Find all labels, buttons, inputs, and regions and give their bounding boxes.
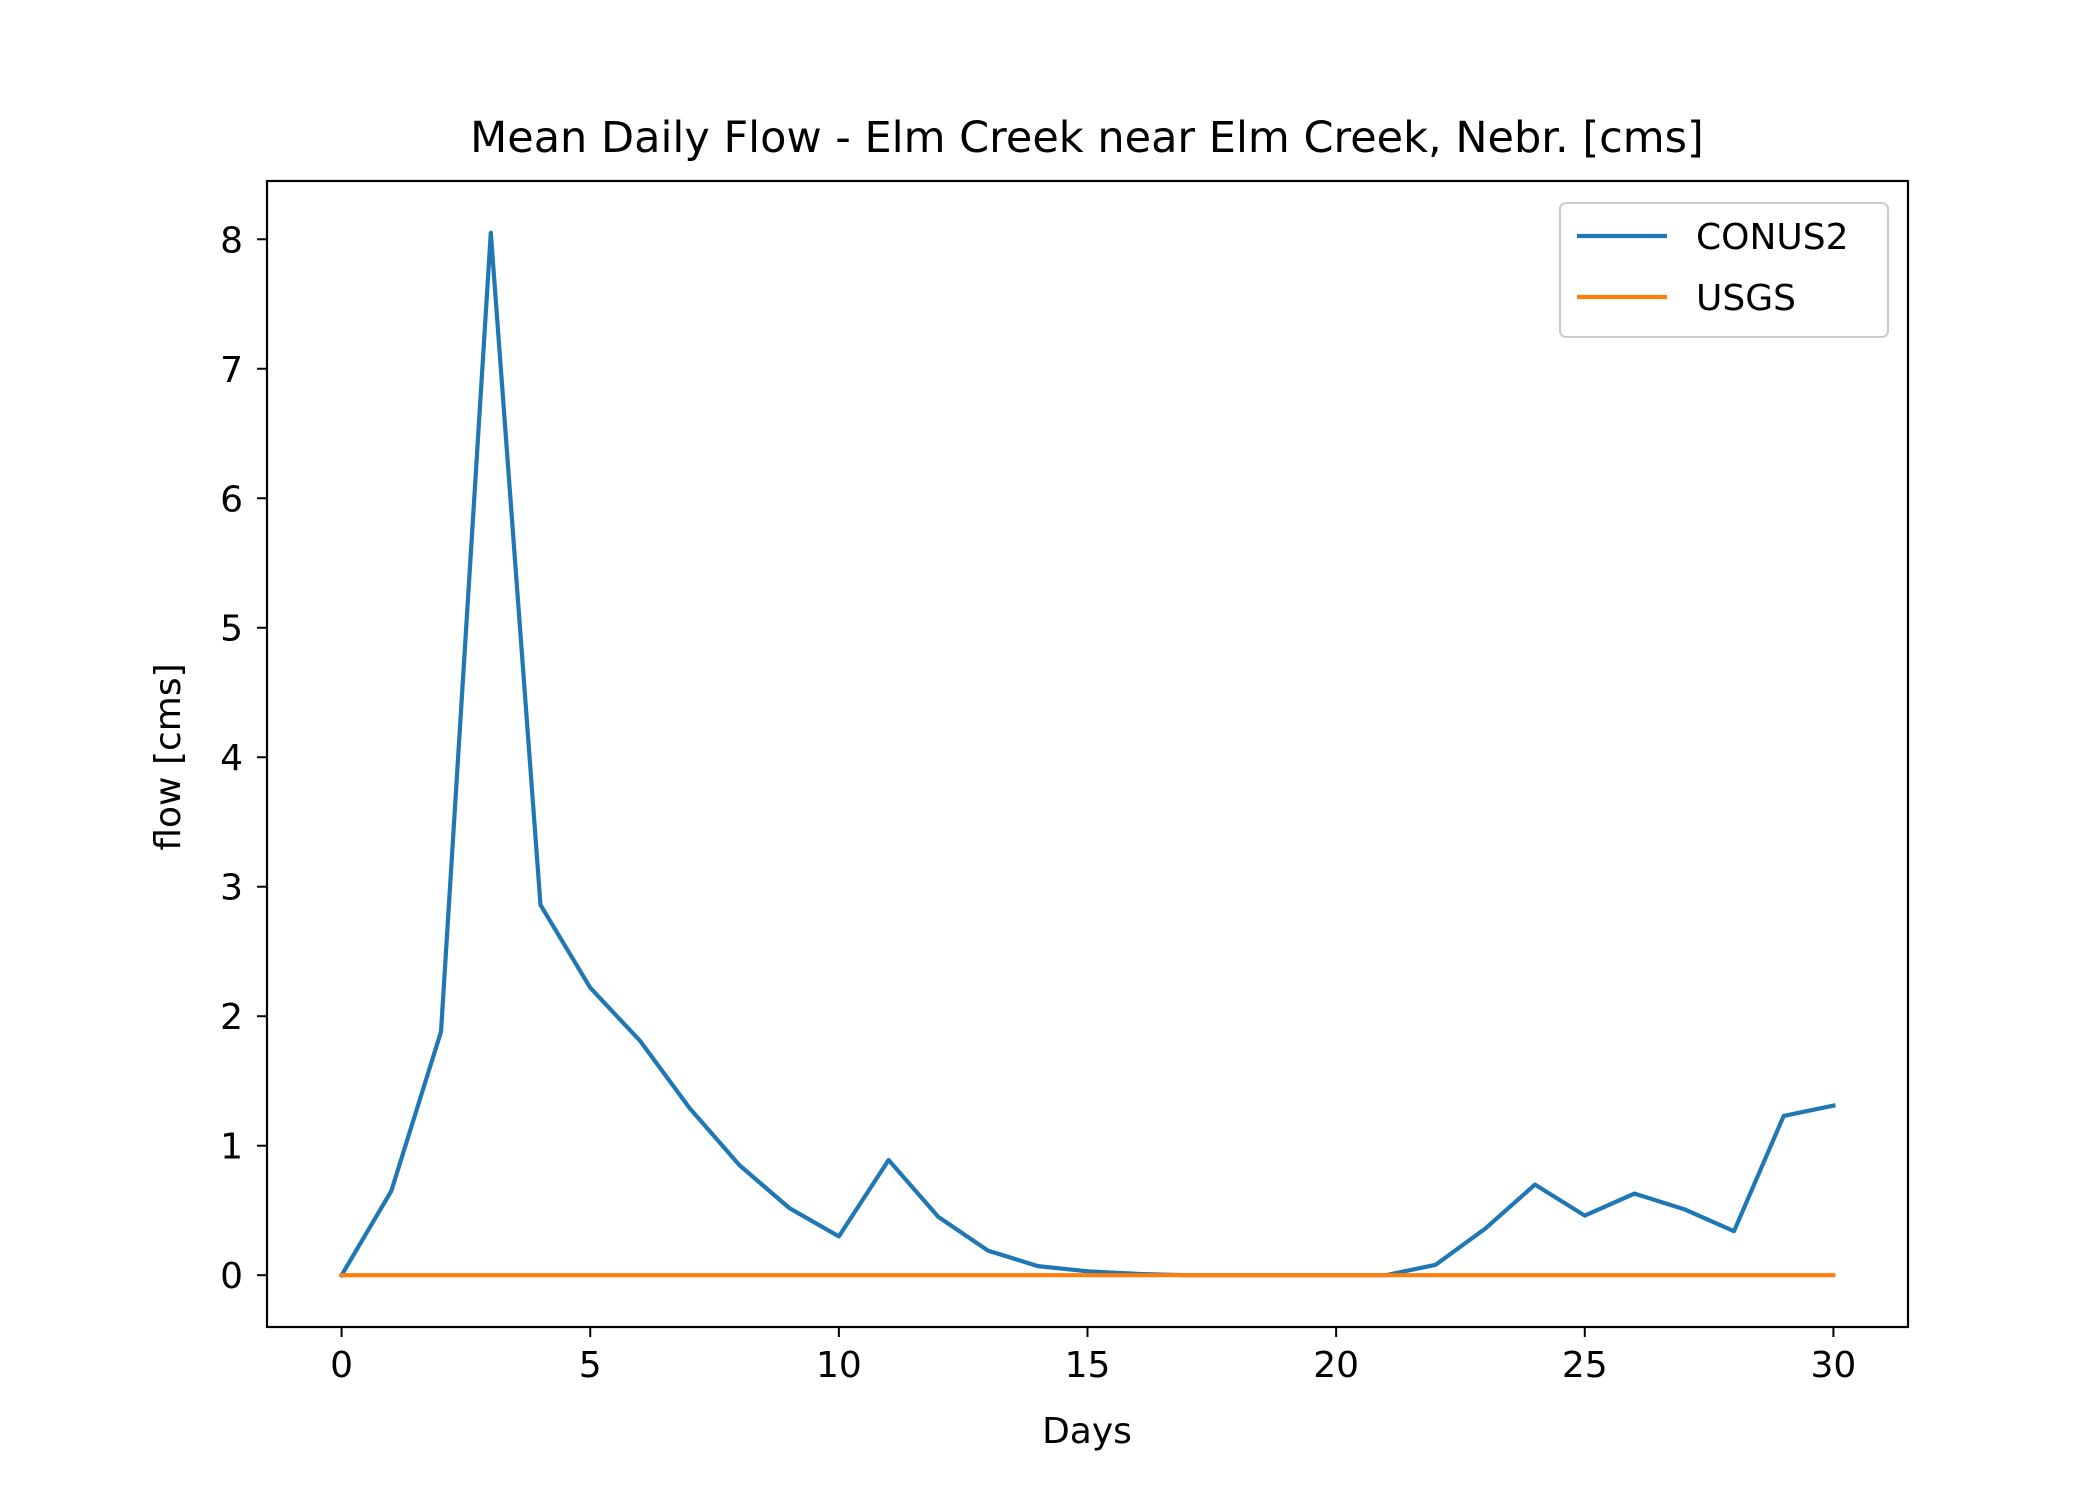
plot-frame <box>265 179 1910 1329</box>
y-tick-label: 0 <box>220 1256 243 1297</box>
x-tick-label: 5 <box>579 1345 602 1386</box>
x-tick-label: 0 <box>330 1345 353 1386</box>
y-axis-label: flow [cms] <box>148 663 189 850</box>
y-tick-label: 1 <box>220 1127 243 1168</box>
legend-label-usgs: USGS <box>1696 278 1796 319</box>
legend-label-conus2: CONUS2 <box>1696 217 1849 258</box>
y-tick-label: 5 <box>220 609 243 650</box>
y-tick-label: 8 <box>220 220 243 261</box>
x-tick-label: 15 <box>1065 1345 1111 1386</box>
x-tick-label: 25 <box>1562 1345 1608 1386</box>
legend: CONUS2 USGS <box>1559 202 1889 338</box>
x-tick-label: 10 <box>816 1345 862 1386</box>
x-tick-label: 20 <box>1313 1345 1359 1386</box>
x-axis: 0 5 10 15 20 25 30 <box>330 1327 1856 1386</box>
series-line-conus2 <box>338 230 1836 1279</box>
y-axis: 0 1 2 3 4 5 6 7 8 <box>220 220 267 1297</box>
x-tick-label: 30 <box>1811 1345 1857 1386</box>
y-tick-label: 2 <box>220 997 243 1038</box>
y-tick-label: 3 <box>220 868 243 909</box>
chart-title: Mean Daily Flow - Elm Creek near Elm Cre… <box>470 113 1704 163</box>
y-tick-label: 4 <box>220 738 243 779</box>
plot-area <box>338 230 1836 1279</box>
y-tick-label: 7 <box>220 350 243 391</box>
x-axis-label: Days <box>1042 1411 1132 1452</box>
y-tick-label: 6 <box>220 479 243 520</box>
